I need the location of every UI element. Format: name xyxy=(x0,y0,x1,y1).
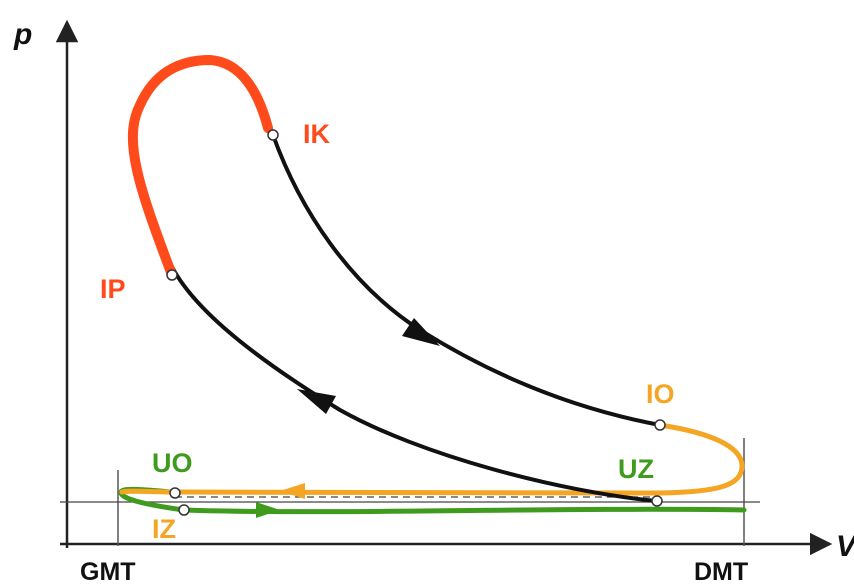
ik-point xyxy=(267,129,279,141)
uz-label: UZ xyxy=(618,454,654,484)
y-axis-label: p xyxy=(13,18,32,51)
io-label: IO xyxy=(646,379,675,409)
uo-label: UO xyxy=(152,448,193,478)
ik-label: IK xyxy=(303,119,331,149)
iz-point xyxy=(178,504,190,516)
dmt-label: DMT xyxy=(694,558,748,585)
ip-point xyxy=(166,269,178,281)
io-point xyxy=(654,419,666,431)
iz-label: IZ xyxy=(152,514,176,544)
gmt-label: GMT xyxy=(80,558,136,585)
expansion-arrow xyxy=(402,318,440,346)
injection-curve xyxy=(127,54,273,280)
uo-point xyxy=(169,487,181,499)
cycle-curve xyxy=(130,58,662,503)
uz-point xyxy=(651,495,663,507)
intake-arrow xyxy=(256,502,280,518)
x-axis-label: V xyxy=(836,530,854,563)
ip-label: IP xyxy=(100,274,126,304)
compression-arrow xyxy=(297,389,336,414)
exhaust-arrow xyxy=(280,483,305,499)
